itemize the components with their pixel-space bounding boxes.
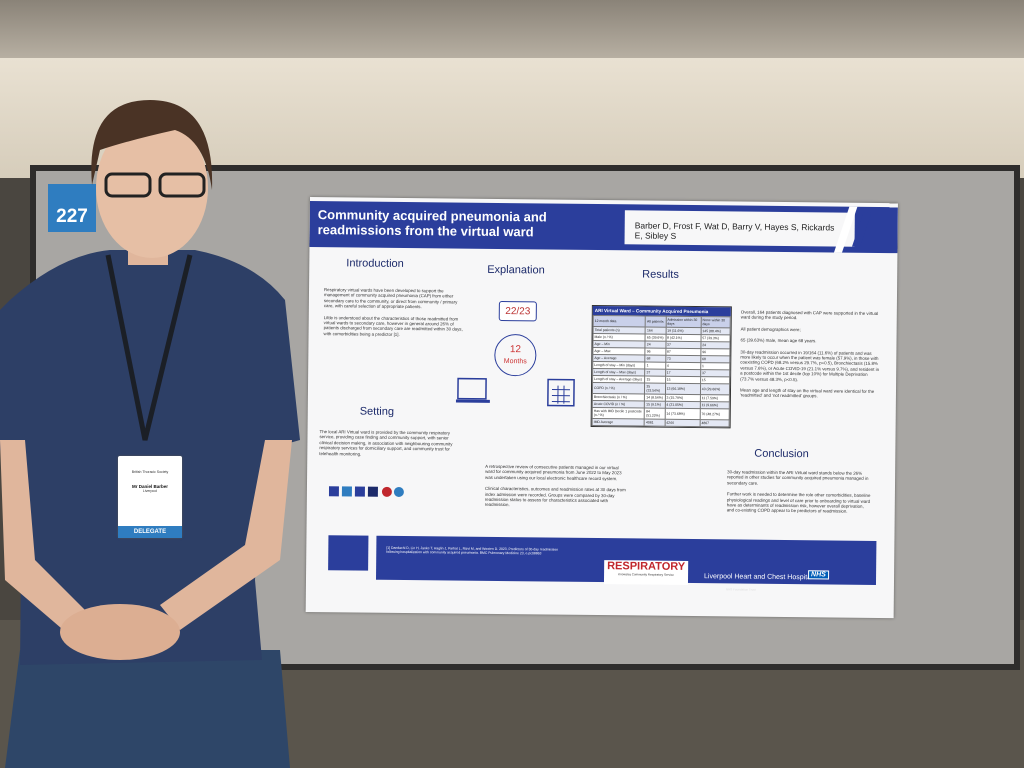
badge-role: DELEGATE [118, 526, 182, 538]
section-text: The local ARI Virtual ward is provided b… [319, 429, 461, 464]
table-cell: 70 (48.27%) [700, 408, 730, 420]
poster-authors: Barber D, Frost F, Wat D, Barry V, Hayes… [634, 220, 835, 241]
table-cell: None within 30 days [700, 316, 731, 328]
section-text: 30-day readmission within the ARI Virtua… [727, 469, 873, 520]
table-cell: 13 (66.18%) [665, 383, 701, 395]
results-table: ARI Virtual Ward – Community Acquired Pn… [590, 304, 732, 429]
poster: Community acquired pneumonia and readmis… [305, 197, 898, 619]
glasses [158, 172, 206, 198]
table-cell: 12 month data [593, 315, 646, 328]
delegate-badge: British Thoracic Society Mr Daniel Barbe… [118, 456, 182, 538]
hospital-name: Liverpool Heart and Chest Hospital [704, 573, 813, 582]
logo-caption: Knowsley Community Respiratory Service [618, 572, 675, 577]
paragraph: The local ARI Virtual ward is provided b… [319, 429, 453, 457]
section-text: A retrospective review of consecutive pa… [485, 464, 628, 515]
section-heading: Explanation [487, 263, 545, 277]
section-text: Respiratory virtual wards have been deve… [323, 287, 466, 344]
table-cell: Has with IMD Decile 1 postcode (n / %) [592, 407, 645, 420]
section-heading: Conclusion [754, 447, 809, 461]
ceiling [0, 0, 1024, 58]
face [96, 118, 208, 258]
table-cell: 4081 [644, 419, 665, 427]
table-cell: 14 (73.68%) [664, 408, 701, 420]
logo-text: RESPIRATORY [607, 560, 686, 573]
months-number: 12 [509, 344, 522, 356]
hair [91, 100, 213, 190]
months-circle: 12 Months [494, 333, 537, 377]
paragraph: 65 (39.63%) male, mean age 68 years. [740, 337, 817, 344]
section-heading: Results [642, 268, 679, 281]
months-label: Months [503, 358, 527, 366]
paragraph: 30-day readmission within the ARI Virtua… [727, 469, 869, 486]
section-heading: Introduction [346, 257, 404, 270]
table-row: IMD Average 4081 4244 4867 [592, 418, 730, 427]
poster-title: Community acquired pneumonia and readmis… [317, 207, 547, 240]
person [0, 100, 300, 768]
trust-name: NHS Foundation Trust [725, 587, 756, 592]
table-cell: 84 (51.22%) [644, 408, 665, 420]
nhs-logo: NHS [808, 570, 829, 580]
badge-society: British Thoracic Society [131, 470, 169, 474]
table-cell: COPD (n / %) [592, 382, 645, 395]
footer-band [328, 535, 369, 571]
glasses [104, 172, 152, 198]
table-cell: All patients [645, 316, 666, 328]
service-icons [328, 486, 404, 497]
table-cell: Admission within 30 days [665, 316, 702, 328]
jeans [5, 650, 290, 768]
paragraph: Overall, 164 patients diagnosed with CAP… [740, 309, 879, 321]
table-cell: 4244 [664, 419, 701, 427]
section-heading: Setting [359, 405, 395, 418]
booth-number: 227 [48, 184, 96, 232]
arm [0, 440, 90, 640]
table-cell: IMD Average [592, 418, 645, 427]
arm [160, 440, 292, 630]
hands [60, 604, 180, 660]
period-box: 22/23 [498, 300, 537, 322]
paragraph: Little is understood about the character… [323, 314, 463, 337]
badge-name: Mr Daniel Barber [131, 484, 168, 489]
paragraph: Further work is needed to determine the … [726, 491, 871, 515]
table: 12 month data All patients Admission withi… [592, 315, 731, 427]
table-cell: 4867 [699, 419, 730, 427]
table-cell: 35 (33.54%) [644, 383, 666, 395]
paragraph: Clinical characteristics, outcomes and r… [484, 486, 626, 508]
lanyard [105, 254, 193, 441]
table-cell: 43 (29.66%) [700, 383, 730, 395]
section-text: Overall, 164 patients diagnosed with CAP… [740, 310, 881, 406]
icons [455, 377, 575, 407]
paragraph: Mean age and length of stay on the virtu… [739, 387, 875, 399]
badge-organisation: Liverpool [142, 489, 158, 493]
paragraph: All patient demographics were; [740, 326, 801, 332]
service-logo: RESPIRATORY Knowsley Community Respirator… [603, 560, 689, 585]
paragraph: Respiratory virtual wards have been deve… [323, 287, 458, 310]
paragraph: 30-day readmission occurred in 19/164 (1… [740, 349, 880, 382]
paragraph: A retrospective review of consecutive pa… [485, 463, 622, 482]
